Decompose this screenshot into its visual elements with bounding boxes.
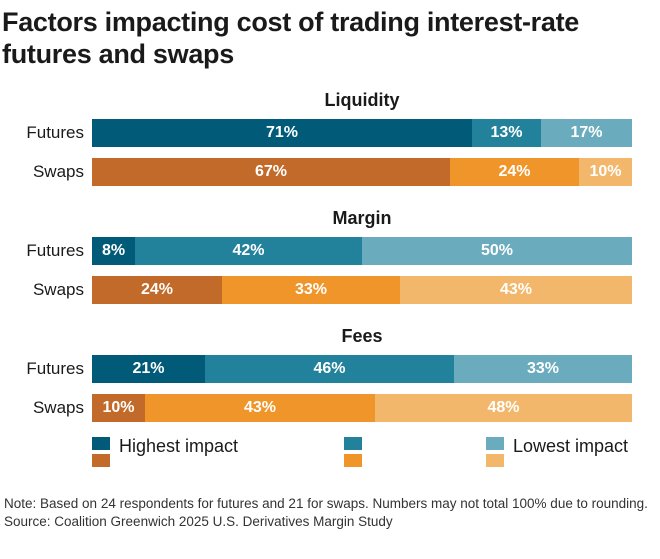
bar-segment: 13% xyxy=(472,119,541,147)
legend-swatch xyxy=(486,454,504,467)
bar-segment: 71% xyxy=(92,119,472,147)
row-label: Swaps xyxy=(32,162,84,181)
legend-label: Highest impact xyxy=(119,436,239,456)
legend-label: Lowest impact xyxy=(513,436,629,456)
panel-title: Fees xyxy=(341,326,383,346)
row-label: Futures xyxy=(26,359,84,378)
bar-segment: 42% xyxy=(135,237,362,265)
bar-segment: 46% xyxy=(205,355,454,383)
bar-segment: 33% xyxy=(222,276,400,304)
panel-title: Liquidity xyxy=(324,90,400,110)
bar-segment: 21% xyxy=(92,355,205,383)
footnote: Note: Based on 24 respondents for future… xyxy=(4,495,654,531)
chart-title: Factors impacting cost of trading intere… xyxy=(2,7,580,69)
bar-segment: 48% xyxy=(375,394,632,422)
note-text: Note: Based on 24 respondents for future… xyxy=(4,496,648,511)
legend-swatch xyxy=(92,437,110,450)
row-label: Futures xyxy=(26,123,84,142)
bar-segment: 67% xyxy=(92,158,450,186)
legend-swatch xyxy=(92,454,110,467)
legend-swatch xyxy=(486,437,504,450)
bar-segment: 24% xyxy=(450,158,579,186)
bar-segment: 50% xyxy=(362,237,632,265)
bar-segment: 43% xyxy=(400,276,632,304)
panel-title: Margin xyxy=(332,208,392,228)
bar-segment: 33% xyxy=(454,355,632,383)
row-label: Swaps xyxy=(32,398,84,417)
bar-segment: 10% xyxy=(92,394,145,422)
bar-segment: 10% xyxy=(579,158,632,186)
row-label: Swaps xyxy=(32,280,84,299)
legend-swatch xyxy=(344,454,362,467)
bar-segment: 24% xyxy=(92,276,222,304)
row-label: Futures xyxy=(26,241,84,260)
legend-swatch xyxy=(344,437,362,450)
bar-segment: 8% xyxy=(92,237,135,265)
bar-segment: 43% xyxy=(145,394,375,422)
source-text: Source: Coalition Greenwich 2025 U.S. De… xyxy=(4,514,393,529)
bar-segment: 17% xyxy=(541,119,632,147)
